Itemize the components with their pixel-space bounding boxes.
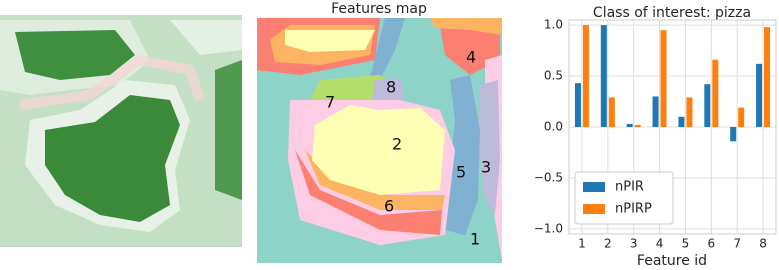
- bar: [704, 84, 710, 127]
- segment-label: 8: [386, 78, 396, 97]
- legend-label: nPIR: [615, 180, 644, 195]
- x-tick-label: 7: [733, 237, 741, 251]
- x-tick-label: 5: [682, 237, 690, 251]
- x-tick-label: 2: [604, 237, 612, 251]
- segment-label: 5: [456, 163, 466, 182]
- legend-swatch: [583, 182, 605, 192]
- bar: [575, 83, 581, 127]
- bar: [653, 96, 659, 127]
- legend-swatch: [583, 204, 605, 214]
- chart-title: Class of interest: pizza: [593, 5, 751, 21]
- bar: [738, 108, 744, 127]
- segment-label: 1: [470, 230, 480, 249]
- figure: Features map 1 2 3 4 5 6 7 8 Class of in…: [0, 0, 779, 270]
- bar: [712, 60, 718, 127]
- bar: [601, 25, 607, 127]
- map-title: Features map: [331, 1, 427, 17]
- bar: [583, 25, 589, 127]
- bar: [764, 27, 770, 127]
- x-tick-label: 6: [707, 237, 715, 251]
- legend: nPIR nPIRP: [575, 172, 673, 224]
- x-tick-label: 4: [656, 237, 664, 251]
- segment-label: 4: [466, 48, 476, 67]
- y-tick-label: 0.5: [544, 69, 563, 83]
- bar: [635, 125, 641, 127]
- x-tick-label: 8: [759, 237, 767, 251]
- bar: [661, 30, 667, 127]
- x-axis-label: Feature id: [637, 253, 707, 269]
- y-tick-label: 0.0: [544, 120, 563, 134]
- page: {"features_map": {"title": "Features map…: [0, 0, 779, 270]
- bar: [686, 97, 692, 127]
- bar: [730, 127, 736, 141]
- x-tick-label: 3: [630, 237, 638, 251]
- x-tick-label: 1: [578, 237, 586, 251]
- segment-label: 2: [392, 135, 402, 154]
- segment-label: 3: [481, 158, 491, 177]
- legend-label: nPIRP: [615, 202, 652, 217]
- y-tick-label: −0.5: [534, 170, 563, 184]
- bar: [678, 117, 684, 127]
- input-image: [0, 15, 242, 247]
- bar: [756, 64, 762, 127]
- plot: [575, 25, 770, 141]
- segment-label: 6: [384, 197, 394, 216]
- bar: [627, 124, 633, 127]
- bar: [609, 97, 615, 127]
- y-tick-label: 1.0: [544, 18, 563, 32]
- y-tick-label: −1.0: [534, 221, 563, 235]
- segment-label: 7: [325, 93, 335, 112]
